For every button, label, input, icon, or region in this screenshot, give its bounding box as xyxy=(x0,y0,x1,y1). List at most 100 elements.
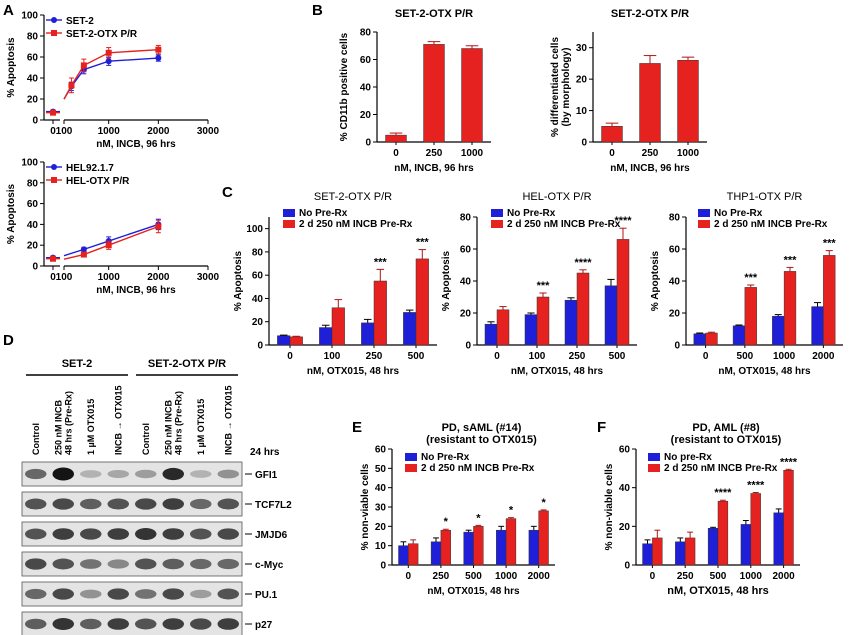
bar xyxy=(408,543,419,566)
legend-label: HEL-OTX P/R xyxy=(66,176,130,187)
significance-marker: * xyxy=(444,516,449,528)
y-tick-label: 80 xyxy=(460,213,472,224)
panel-letter-f: F xyxy=(597,419,606,436)
bar xyxy=(430,541,442,566)
chart-title: PD, sAML (#14) xyxy=(442,422,522,434)
y-tick-label: 0 xyxy=(465,341,471,352)
blot-band xyxy=(25,618,47,630)
blot-band xyxy=(217,498,239,510)
y-tick-label: 20 xyxy=(460,309,472,320)
bar xyxy=(783,470,794,566)
bar xyxy=(463,531,474,566)
blot-band xyxy=(107,618,129,630)
bar xyxy=(677,60,699,143)
lane-label: Control xyxy=(141,423,151,455)
blot-band xyxy=(25,528,47,540)
blot-band xyxy=(190,589,212,599)
y-tick-label: 80 xyxy=(360,28,372,39)
x-tick-label: 250 xyxy=(677,571,694,582)
bar xyxy=(331,307,345,346)
significance-marker: **** xyxy=(747,480,765,492)
blot-band xyxy=(25,468,47,480)
y-tick-label: 60 xyxy=(27,53,39,64)
x-axis-label: nM, INCB, 96 hrs xyxy=(394,163,474,174)
blot-band xyxy=(217,469,239,479)
x-tick-label: 100 xyxy=(56,272,73,283)
bar xyxy=(564,299,578,346)
lane-label: Control xyxy=(31,423,41,455)
data-point-square xyxy=(50,255,56,262)
bar xyxy=(639,63,661,143)
x-tick-label: 2000 xyxy=(528,571,551,582)
lane-label: 250 nM INCB xyxy=(53,399,63,455)
y-tick-label: 0 xyxy=(32,262,38,273)
protein-label: TCF7L2 xyxy=(255,500,292,511)
blot-band xyxy=(217,588,239,600)
y-tick-label: 0 xyxy=(365,138,371,149)
blot-band xyxy=(25,498,47,510)
lane-label: 48 hrs (Pre-Rx) xyxy=(173,391,183,455)
bar xyxy=(750,493,761,566)
y-tick-label: 0 xyxy=(581,138,587,149)
blot-band xyxy=(52,528,74,540)
y-tick-label: 60 xyxy=(375,445,387,456)
legend-label: 2 d 250 nM INCB Pre-Rx xyxy=(299,219,413,230)
x-tick-label: 0 xyxy=(50,272,56,283)
lane-label: INCB → OTX015 xyxy=(223,385,233,455)
bar xyxy=(773,512,784,566)
lane-label: 48 hrs (Pre-Rx) xyxy=(63,391,73,455)
bar xyxy=(423,44,445,143)
bar xyxy=(496,309,510,346)
y-tick-label: 80 xyxy=(669,213,681,224)
y-axis-label: (by morphology) xyxy=(561,48,572,127)
legend-label: 2 d 250 nM INCB Pre-Rx xyxy=(421,463,535,474)
y-tick-label: 30 xyxy=(375,503,387,514)
bar xyxy=(604,285,618,346)
legend-swatch xyxy=(405,464,417,472)
y-tick-label: 40 xyxy=(252,294,264,305)
blot-band xyxy=(162,588,184,600)
blot-band xyxy=(107,588,129,600)
x-tick-label: 100 xyxy=(324,351,341,362)
x-tick-label: 0 xyxy=(406,571,412,582)
significance-marker: * xyxy=(541,497,546,509)
y-axis-label: % non-viable cells xyxy=(604,463,615,550)
bar xyxy=(823,255,836,346)
y-axis-label: % Apoptosis xyxy=(6,183,17,244)
blot-band xyxy=(80,559,102,569)
bar xyxy=(484,323,498,346)
x-tick-label: 0 xyxy=(703,351,709,362)
x-tick-label: 3000 xyxy=(197,126,220,137)
group-label-set2: SET-2 xyxy=(62,358,93,370)
y-tick-label: 20 xyxy=(576,75,588,86)
time-label: 24 hrs xyxy=(250,447,280,458)
x-tick-label: 0 xyxy=(287,351,293,362)
significance-marker: *** xyxy=(416,237,430,249)
x-axis-label: nM, OTX015, 48 hrs xyxy=(511,366,604,377)
series-line-1 xyxy=(63,225,159,260)
y-tick-label: 40 xyxy=(27,220,39,231)
bar xyxy=(536,296,550,346)
legend-swatch xyxy=(405,453,417,461)
blot-band xyxy=(162,467,184,481)
data-point-square xyxy=(68,82,75,89)
x-axis-label: nM, INCB, 96 hrs xyxy=(610,163,690,174)
y-tick-label: 40 xyxy=(619,483,631,494)
blot-strip xyxy=(21,611,243,635)
significance-marker: * xyxy=(509,505,514,517)
blot-band xyxy=(52,618,74,630)
y-tick-label: 20 xyxy=(375,522,387,533)
legend-swatch xyxy=(283,220,295,228)
y-tick-label: 40 xyxy=(360,83,372,94)
y-tick-label: 60 xyxy=(360,55,372,66)
bar xyxy=(403,312,417,346)
y-tick-label: 50 xyxy=(375,464,387,475)
bar xyxy=(461,48,483,143)
blot-band xyxy=(52,558,74,570)
x-tick-label: 1000 xyxy=(677,148,700,159)
lane-label: 1 µM OTX015 xyxy=(86,399,96,455)
protein-label: c-Myc xyxy=(255,560,284,571)
panel-letter-b: B xyxy=(312,2,323,19)
protein-label: JMJD6 xyxy=(255,530,288,541)
